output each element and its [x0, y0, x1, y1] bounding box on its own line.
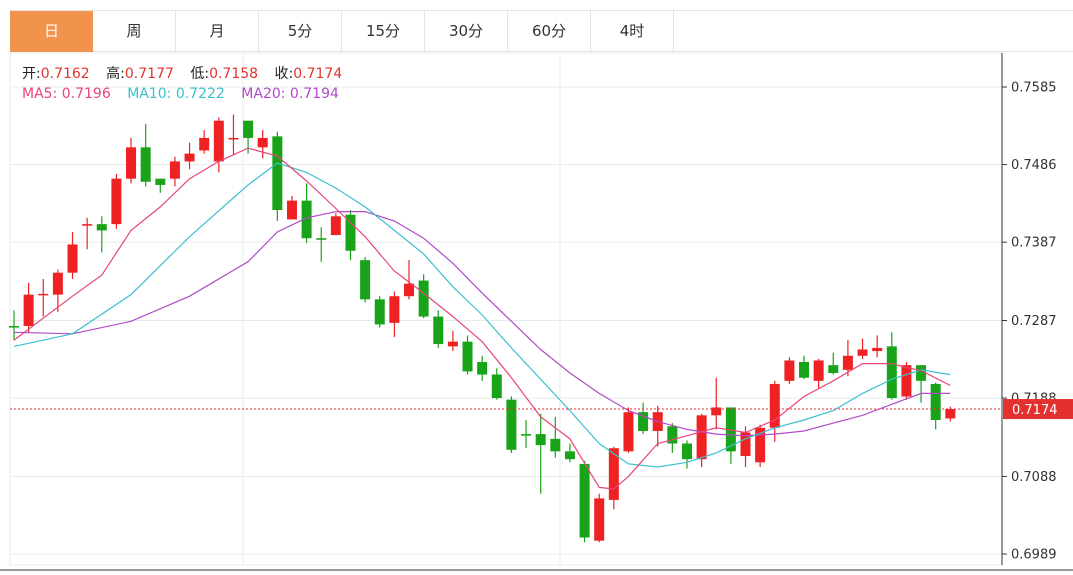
y-tick-label: 0.7088	[1011, 470, 1057, 485]
candle-body	[506, 399, 517, 450]
candle-body	[491, 374, 502, 399]
candle-body	[901, 365, 912, 397]
candle-body	[38, 293, 49, 296]
ma5-readout: MA5: 0.7196	[22, 86, 111, 102]
y-tick-label: 0.7486	[1011, 158, 1057, 173]
y-tick-label: 0.7287	[1011, 314, 1057, 329]
candle-body	[608, 448, 619, 500]
candle-body	[667, 426, 678, 444]
candle-body	[784, 360, 795, 381]
y-tick-label: 0.6989	[1011, 548, 1057, 563]
candle-body	[872, 347, 883, 352]
tab-5min[interactable]: 5分	[259, 11, 342, 52]
candle-body	[404, 283, 415, 297]
candle-body	[82, 224, 93, 226]
candle-body	[418, 280, 429, 317]
candle-body	[462, 341, 473, 372]
candle-body	[447, 341, 458, 347]
candle-body	[916, 365, 927, 381]
candle-body	[813, 360, 824, 381]
candle-body	[111, 178, 122, 225]
candle-body	[67, 244, 78, 273]
candle-body	[725, 407, 736, 452]
candle-body	[140, 147, 151, 182]
candle-body	[243, 120, 254, 138]
candle-body	[96, 224, 107, 231]
candle-body	[389, 296, 400, 323]
tab-15min[interactable]: 15分	[342, 11, 425, 52]
candle-body	[623, 412, 634, 452]
candle-body	[316, 238, 327, 240]
tab-4hour[interactable]: 4时	[591, 11, 674, 52]
candle-body	[579, 463, 590, 538]
candle-body	[345, 214, 356, 251]
tab-day[interactable]: 日	[10, 11, 93, 52]
candle-body	[930, 383, 941, 421]
ohlc-info: 开:0.7162 高:0.7177 低:0.7158 收:0.7174	[22, 63, 354, 83]
candle-body	[696, 415, 707, 460]
current-price-label: 0.7174	[1012, 403, 1058, 418]
ma5-line	[13, 147, 951, 490]
candle-body	[857, 349, 868, 356]
candle-body	[433, 316, 444, 345]
candle-body	[564, 451, 575, 460]
candle-body	[799, 362, 810, 378]
candle-body	[257, 137, 268, 148]
ma10-line	[13, 162, 951, 468]
candle-body	[550, 438, 561, 452]
current-price-tag	[1003, 399, 1073, 420]
candle-body	[286, 200, 297, 220]
tab-60min[interactable]: 60分	[508, 11, 591, 52]
ma-info: MA5: 0.7196 MA10: 0.7222 MA20: 0.7194	[22, 86, 351, 102]
candle-body	[594, 498, 605, 541]
candle-body	[126, 147, 137, 179]
candle-body	[272, 136, 283, 211]
candle-body	[330, 216, 341, 236]
candle-body	[199, 137, 210, 151]
open-readout: 开:0.7162	[22, 66, 90, 82]
tab-30min[interactable]: 30分	[425, 11, 508, 52]
candle-body	[155, 178, 166, 185]
candle-body	[169, 161, 180, 179]
candle-body	[828, 365, 839, 373]
candle-body	[9, 325, 19, 328]
candle-body	[638, 412, 649, 431]
candle-body	[886, 346, 897, 399]
tab-month[interactable]: 月	[176, 11, 259, 52]
candle-body	[228, 137, 239, 140]
candle-body	[945, 409, 956, 419]
candle-body	[681, 443, 692, 460]
ma20-readout: MA20: 0.7194	[241, 86, 339, 102]
candle-body	[184, 153, 195, 162]
candle-body	[23, 294, 34, 326]
candle-body	[769, 383, 780, 428]
candle-body	[52, 272, 63, 295]
close-readout: 收:0.7174	[274, 66, 343, 82]
candle-body	[740, 432, 751, 457]
low-readout: 低:0.7158	[190, 66, 259, 82]
candle-body	[301, 200, 312, 239]
candle-body	[842, 355, 853, 370]
y-tick-label: 0.7387	[1011, 236, 1057, 251]
candle-body	[360, 260, 371, 300]
candle-body	[711, 407, 722, 416]
tab-week[interactable]: 周	[93, 11, 176, 52]
candle-body	[755, 427, 766, 463]
candle-body	[374, 299, 385, 325]
high-readout: 高:0.7177	[106, 66, 174, 82]
candle-body	[521, 434, 532, 436]
candle-body	[213, 120, 224, 162]
y-tick-label: 0.7585	[1011, 81, 1057, 96]
candle-body	[477, 362, 488, 375]
timeframe-tabs: 日 周 月 5分 15分 30分 60分 4时	[10, 10, 1073, 52]
ma20-line	[13, 211, 951, 437]
candle-body	[535, 434, 546, 446]
ma10-readout: MA10: 0.7222	[127, 86, 225, 102]
